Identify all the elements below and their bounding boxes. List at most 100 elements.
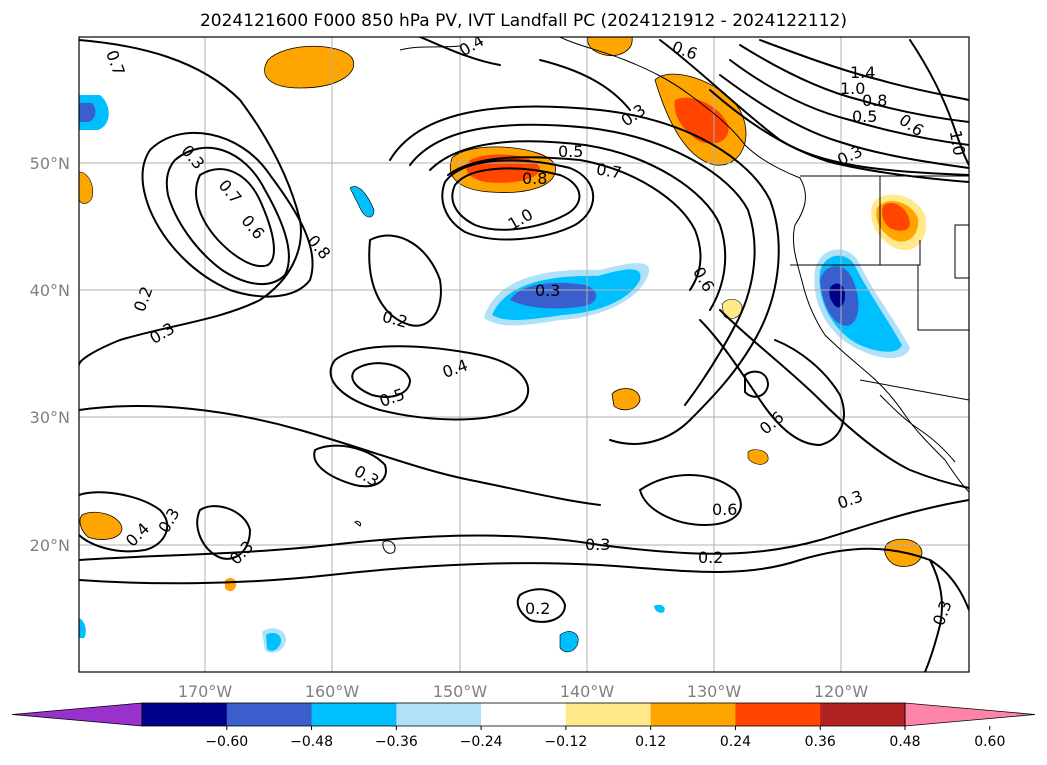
colorbar-segment	[142, 703, 228, 726]
negative-anomaly-edge	[79, 618, 86, 638]
positive-anomaly-north	[264, 45, 354, 89]
colorbar-tick-label: 0.60	[974, 734, 1005, 750]
contour-0-7-ring-west	[165, 146, 290, 286]
negative-anomaly-small-2	[559, 631, 579, 653]
colorbar-segment	[226, 703, 313, 726]
colorbar-segment	[481, 703, 567, 726]
island-b	[354, 520, 361, 527]
contour-label: 0.3	[535, 281, 560, 300]
contour-label: 0.2	[698, 548, 723, 567]
contour-0-3-ring	[313, 444, 387, 488]
lon-label: 160°W	[305, 682, 360, 701]
colorbar-segment	[565, 703, 652, 726]
colorbar: −0.60 −0.48 −0.36 −0.24 −0.12 0.12 0.24 0.36 0.4…	[11, 702, 1036, 750]
positive-anomaly-south	[611, 388, 641, 411]
contour-0-4-top	[419, 37, 501, 66]
contour-label: 0.8	[862, 91, 887, 110]
lat-label: 30°N	[30, 408, 70, 427]
contour-0-5-ne	[709, 89, 969, 183]
negative-anomaly-tiny	[654, 604, 665, 613]
contour-0-3-top	[539, 59, 631, 111]
contour-0-3-mid	[79, 405, 601, 506]
contour-0-5-ring	[351, 362, 411, 398]
positive-anomaly-small-2	[747, 449, 769, 465]
colorbar-frame	[141, 702, 906, 727]
contour-0-6-east	[699, 319, 845, 446]
contour-label: 0.8	[522, 169, 547, 188]
state-border-5	[954, 224, 969, 279]
lon-label: 120°W	[814, 682, 869, 701]
contour-0-8-ring-west	[195, 168, 275, 268]
map-title: 2024121600 F000 850 hPa PV, IVT Landfall…	[199, 11, 847, 31]
contour-label: 0.7	[595, 159, 623, 182]
contour-0-6-ne	[719, 74, 969, 169]
contour-central-2	[409, 123, 756, 406]
negative-anomaly-small-1	[349, 186, 375, 218]
contour-label: 1.0	[946, 129, 969, 157]
colorbar-tick-label: −0.36	[375, 734, 418, 750]
contour-label: 0.5	[558, 142, 583, 161]
colorbar-segment	[311, 703, 397, 726]
contour-central-3	[429, 140, 727, 311]
contour-0-6-small	[744, 370, 769, 398]
contour-0-2-ring-south	[516, 588, 566, 623]
negative-anomaly-west-core	[79, 103, 96, 122]
contour-0-2-ring	[368, 234, 442, 327]
colorbar-tick-label: 0.12	[635, 734, 666, 750]
baja-coast	[879, 394, 956, 463]
contour-0-8-ne	[729, 59, 969, 146]
island-a	[382, 540, 396, 554]
colorbar-tick-label: −0.24	[460, 734, 503, 750]
contour-0-6-ne-2	[909, 39, 969, 166]
coastlines	[354, 37, 969, 554]
latitude-labels: 50°N 40°N 30°N 20°N	[30, 154, 70, 555]
lon-label: 140°W	[560, 682, 615, 701]
colorbar-tick-label: −0.48	[290, 734, 333, 750]
contour-0-3-ring-southwest	[196, 505, 251, 560]
negative-anomaly-central-core	[510, 282, 597, 309]
contour-0-2-south	[79, 547, 969, 611]
colorbar-segment	[650, 703, 736, 726]
contour-0-3-west	[79, 39, 302, 366]
colorbar-tick-label: 0.24	[720, 734, 751, 750]
contour-0-3-ne	[659, 39, 969, 176]
north-america-coast	[559, 37, 969, 493]
contour-label: 0.5	[852, 107, 877, 126]
longitude-labels: 170°W 160°W 150°W 140°W 130°W 120°W	[178, 682, 869, 701]
contour-central-4	[447, 156, 702, 291]
contour-0-3-south	[79, 499, 969, 561]
contour-0-4-ring	[329, 345, 530, 421]
pv-contours	[79, 37, 969, 672]
colorbar-tick-label: −0.60	[205, 734, 248, 750]
graticule	[79, 37, 969, 672]
contour-0-3-southeast	[924, 559, 943, 672]
lon-label: 130°W	[687, 682, 742, 701]
positive-anomaly-edge	[79, 171, 93, 204]
contour-0-8-central	[441, 159, 595, 241]
shaded-anomalies	[79, 37, 926, 653]
positive-anomaly-inland-core	[882, 202, 910, 231]
contour-0-6-ring	[639, 474, 742, 526]
state-border-3	[917, 265, 969, 331]
contour-1-4	[759, 39, 969, 101]
contour-label: 0.6	[712, 500, 737, 519]
colorbar-segment	[396, 703, 482, 726]
colorbar-tick-label: 0.36	[805, 734, 836, 750]
contour-label: 0.3	[585, 535, 610, 554]
colorbar-tick-label: 0.48	[889, 734, 920, 750]
contour-0-5-ring-west	[141, 131, 314, 298]
colorbar-extend-low	[11, 702, 143, 727]
lat-label: 40°N	[30, 281, 70, 300]
lon-label: 170°W	[178, 682, 233, 701]
colorbar-tick-label: −0.12	[544, 734, 587, 750]
state-border-1	[790, 240, 921, 266]
state-border-4	[859, 379, 969, 401]
negative-anomaly-small-3-core	[266, 633, 282, 651]
lat-label: 50°N	[30, 154, 70, 173]
map-background	[79, 37, 969, 672]
positive-anomaly-west	[79, 511, 123, 540]
colorbar-segment	[820, 703, 906, 726]
colorbar-extend-high	[904, 702, 1036, 727]
contour-central-outer	[389, 105, 780, 445]
